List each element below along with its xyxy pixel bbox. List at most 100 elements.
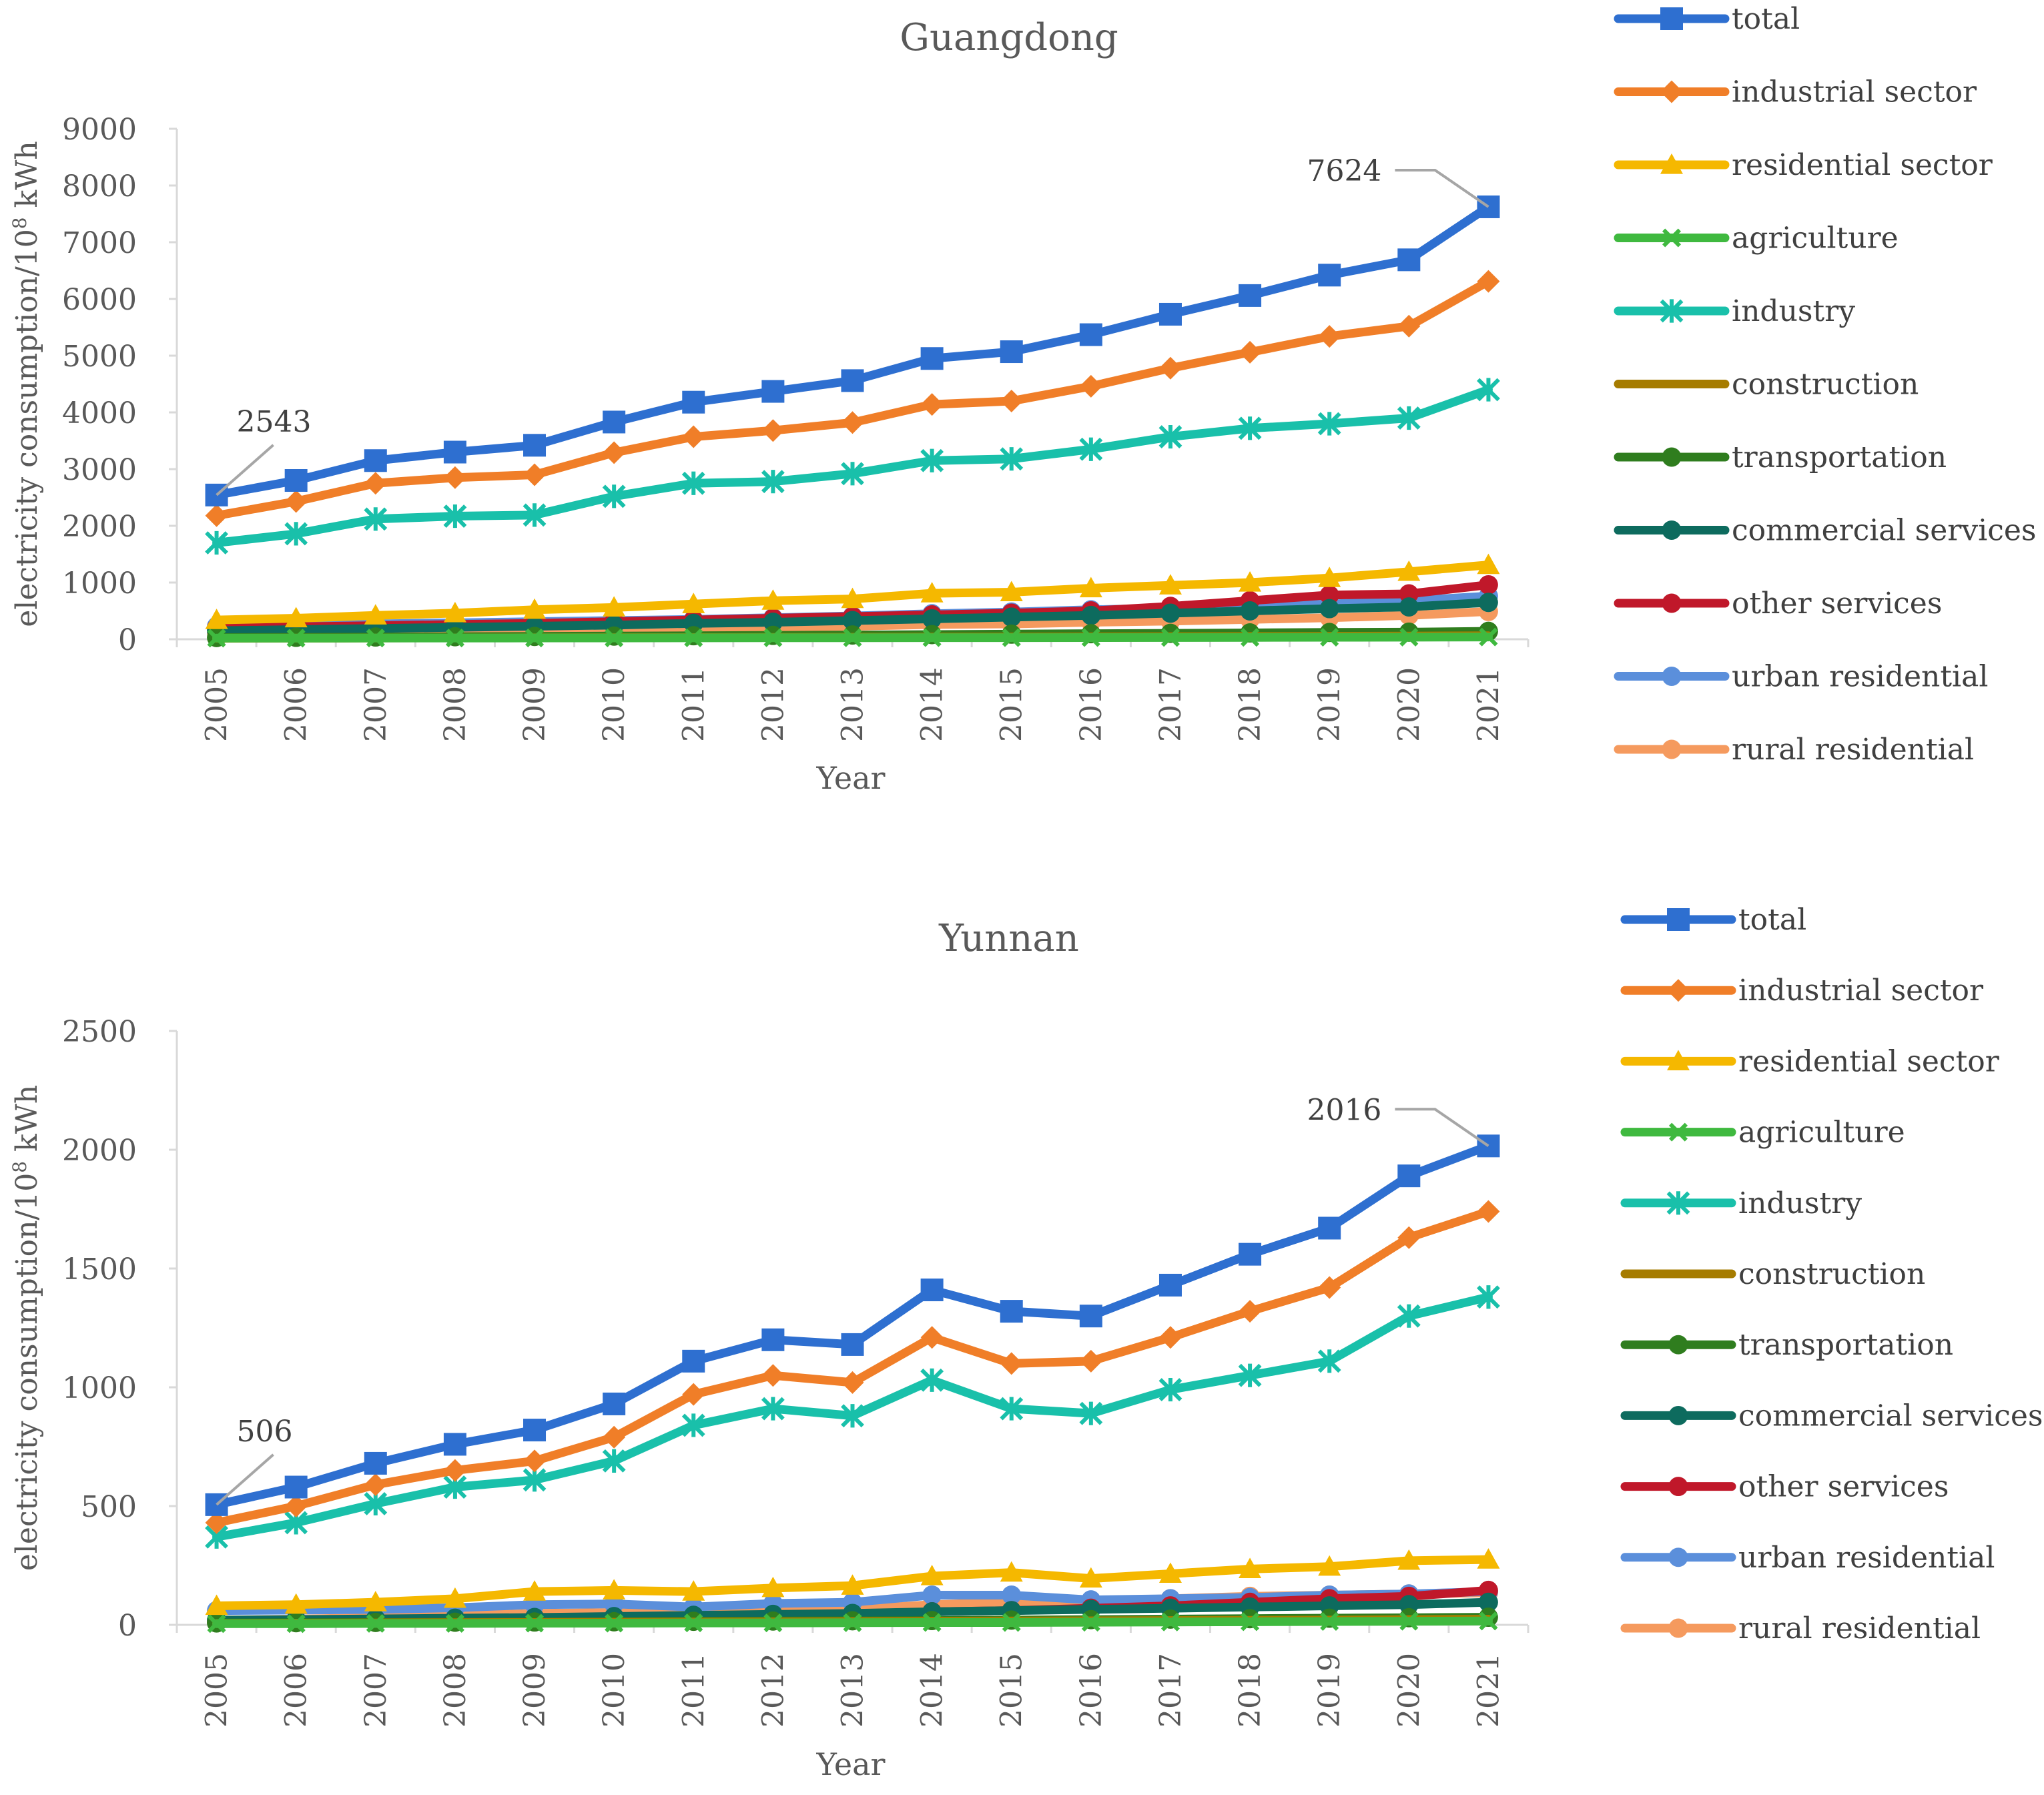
chart-0-data-point-industrial-sector (920, 393, 944, 416)
chart-1-data-point-total (603, 1392, 626, 1415)
chart-1-legend-marker (1667, 1050, 1690, 1070)
chart-0-data-point-total (284, 469, 308, 492)
chart-0-data-point-agriculture (1002, 628, 1021, 647)
chart-0-data-point-agriculture (684, 628, 703, 647)
chart-1-data-point-industrial-sector (603, 1425, 626, 1449)
chart-1-data-point-industry (761, 1397, 785, 1421)
chart-0-data-point-agriculture (286, 629, 306, 648)
chart-1-x-tick-label: 2021 (1471, 1653, 1505, 1728)
chart-0-legend-item-urban-residential: urban residential (1614, 660, 1988, 694)
chart-1-x-tick-label: 2010 (597, 1653, 631, 1728)
chart-0-x-tick-label: 2012 (756, 667, 790, 742)
chart-1-data-point-industry (1000, 1397, 1024, 1421)
chart-1-x-tick-label: 2014 (916, 1653, 950, 1728)
chart-0-x-tick-label: 2015 (995, 667, 1029, 742)
chart-0-legend-marker (1660, 153, 1683, 174)
chart-0-legend-marker (1662, 228, 1682, 248)
chart-0-legend-label: total (1732, 2, 1800, 36)
chart-1-legend-marker (1666, 1191, 1690, 1215)
chart-0-x-tick-label: 2007 (359, 667, 393, 742)
chart-1-data-label-1: 2016 (1307, 1093, 1381, 1127)
chart-0-legend-marker (1660, 299, 1684, 323)
chart-0-legend-item-other-services: other services (1614, 587, 1942, 621)
chart-0-data-point-agriculture (1160, 628, 1180, 647)
chart-1-data-point-residential-sector (1477, 1548, 1500, 1569)
chart-0-data-point-residential-sector (682, 593, 705, 613)
chart-0-series-residential-sector (205, 553, 1500, 629)
chart-0-legend-item-commercial-services: commercial services (1614, 514, 2037, 548)
chart-0-x-tick-label: 2005 (200, 667, 234, 742)
chart-0-data-point-industry (761, 470, 785, 494)
chart-0-data-point-agriculture (1081, 628, 1100, 647)
chart-1-legend-marker (1668, 1618, 1688, 1638)
chart-0-data-point-residential-sector (284, 607, 308, 628)
chart-1-data-point-agriculture (763, 1613, 783, 1633)
chart-0-data-point-commercial-services (1081, 605, 1101, 625)
chart-1-data-point-industry (920, 1368, 944, 1392)
chart-0-data-point-agriculture (445, 629, 464, 648)
chart-1-x-tick-label: 2019 (1313, 1653, 1347, 1728)
chart-1-data-point-total (761, 1328, 785, 1351)
chart-1-x-tick-label: 2005 (200, 1653, 234, 1728)
chart-1-x-tick-label: 2015 (995, 1653, 1029, 1728)
chart-1-legend-item-rural-residential: rural residential (1620, 1611, 1981, 1646)
chart-0-data-point-residential-sector (841, 587, 864, 609)
chart-0-data-point-agriculture (605, 628, 624, 647)
chart-1-data-point-agriculture (1399, 1611, 1419, 1631)
chart-0-data-point-industrial-sector (1239, 340, 1262, 364)
chart-0-data-point-total (920, 347, 944, 370)
chart-0-data-point-industrial-sector (364, 472, 387, 495)
chart-1-data-point-residential-sector (1158, 1562, 1182, 1583)
chart-0-data-point-industry (284, 522, 308, 546)
chart-1-data-point-industrial-sector (682, 1383, 705, 1406)
chart-1-data-point-industry (1477, 1285, 1500, 1309)
chart-1-data-point-total (682, 1349, 705, 1373)
chart-0-data-point-industrial-sector (1000, 390, 1023, 412)
chart-0-data-point-other-services (1478, 575, 1498, 595)
chart-1-data-point-total (364, 1451, 387, 1475)
chart-0-data-point-industrial-sector (841, 411, 864, 434)
chart-1-legend-label: rural residential (1738, 1611, 1981, 1646)
chart-1-data-point-industry (1158, 1377, 1182, 1402)
chart-0-data-point-total (761, 380, 785, 403)
chart-0-legend-label: agriculture (1732, 222, 1899, 256)
chart-1-x-tick-label: 2016 (1074, 1653, 1108, 1728)
chart-0-legend-label: construction (1732, 368, 1919, 402)
chart-1-data-point-total (1000, 1300, 1023, 1323)
chart-0-data-point-total (1397, 248, 1421, 272)
chart-1-data-point-agriculture (366, 1613, 385, 1633)
chart-0-legend-label: urban residential (1732, 660, 1988, 694)
chart-0-data-point-industry (1238, 416, 1262, 440)
chart-0-data-point-residential-sector (761, 589, 785, 610)
chart-1-legend-label: construction (1738, 1257, 1925, 1291)
chart-1-data-point-residential-sector (364, 1591, 387, 1611)
chart-0-x-axis-title: Year (815, 760, 885, 796)
chart-1-x-tick-label: 2017 (1154, 1653, 1188, 1728)
chart-1-legend-label: transportation (1738, 1328, 1953, 1362)
chart-1-legend-label: urban residential (1738, 1541, 1995, 1575)
chart-0-data-point-agriculture (1241, 628, 1260, 647)
chart-1-legend-marker (1668, 1405, 1688, 1425)
chart-1-data-label-0: 506 (237, 1415, 293, 1449)
chart-1-legend-label: residential sector (1738, 1044, 2000, 1078)
chart-1-x-axis-title: Year (815, 1746, 885, 1782)
chart-1-series-line-total (212, 1141, 1493, 1509)
chart-1-data-point-industrial-sector (443, 1459, 466, 1482)
chart-1-data-point-industrial-sector (284, 1495, 308, 1517)
chart-1-legend-label: commercial services (1738, 1399, 2043, 1433)
chart-0-data-point-agriculture (1479, 627, 1498, 647)
chart-0-data-point-agriculture (843, 628, 862, 647)
chart-0-legend-marker (1662, 667, 1682, 686)
chart-0-data-point-commercial-services (1240, 601, 1260, 621)
chart-1-data-point-residential-sector (205, 1594, 228, 1616)
chart-0-series-industry (205, 378, 1500, 555)
chart-1-data-point-residential-sector (1239, 1557, 1262, 1578)
chart-0-data-point-agriculture (525, 629, 545, 648)
chart-0-data-point-residential-sector (1318, 567, 1341, 587)
chart-1-data-point-residential-sector (443, 1587, 466, 1608)
chart-0-data-point-industry (681, 471, 705, 495)
chart-0-data-point-residential-sector (523, 598, 547, 619)
chart-1-data-point-residential-sector (1079, 1567, 1102, 1588)
chart-0-data-point-residential-sector (1079, 577, 1102, 598)
chart-0-data-point-agriculture (207, 629, 226, 648)
